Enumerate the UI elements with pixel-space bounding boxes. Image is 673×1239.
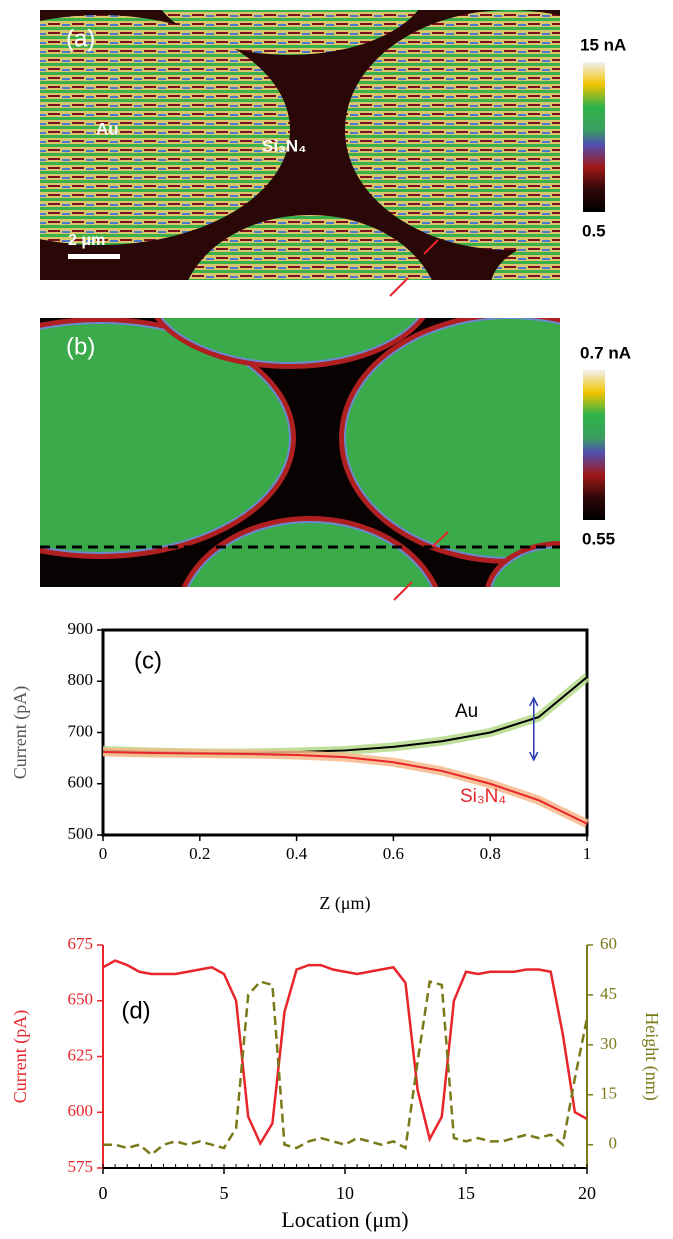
band [103, 752, 587, 824]
plot-frame [103, 630, 587, 835]
y-tick-label: 500 [68, 824, 94, 843]
series-line [103, 677, 587, 753]
y-tick-label: 600 [68, 773, 94, 792]
y2-tick-label: 15 [600, 1084, 617, 1103]
y2-tick-label: 45 [600, 984, 617, 1003]
x-axis-label: Location (μm) [281, 1207, 408, 1232]
pad [180, 522, 440, 722]
x-tick-label: 1 [583, 844, 592, 863]
colorbar-min: 0.55 [582, 529, 615, 548]
x-tick-label: 0 [99, 1183, 108, 1203]
colorbar-max: 0.7 nA [580, 343, 631, 362]
panel-label: (b) [66, 333, 95, 360]
band [103, 677, 587, 753]
y-tick-label: 900 [68, 619, 94, 638]
colorbar [583, 370, 605, 520]
x-tick-label: 20 [578, 1183, 596, 1203]
y-tick-label: 575 [68, 1157, 94, 1176]
x-tick-label: 0.2 [189, 844, 210, 863]
y-tick-label: 600 [68, 1101, 94, 1120]
y-tick-label: 800 [68, 670, 94, 689]
x-tick-label: 0.6 [383, 844, 404, 863]
series-label: Au [455, 701, 478, 722]
colorbar-max: 15 nA [580, 35, 626, 54]
page: {"chart_data": [ {"type": "image", "pane… [0, 0, 673, 1239]
arrow [390, 278, 408, 296]
x-axis-label: Z (μm) [319, 893, 370, 914]
x-tick-label: 15 [457, 1183, 475, 1203]
y2-tick-label: 30 [600, 1034, 617, 1053]
colorbar-min: 0.5 [582, 221, 606, 240]
panel-label: (a) [66, 25, 95, 52]
series-line [103, 982, 587, 1155]
image-map [0, 207, 673, 728]
y-tick-label: 700 [68, 721, 94, 740]
x-tick-label: 0 [99, 844, 108, 863]
scale-bar-label: 2 μm [68, 232, 105, 249]
region-label: Si₃N₄ [262, 136, 306, 155]
y-tick-label: 650 [68, 990, 94, 1009]
series-line [103, 961, 587, 1144]
series-label: Si₃N₄ [460, 786, 506, 807]
y-tick-label: 625 [68, 1045, 94, 1064]
x-tick-label: 0.4 [286, 844, 308, 863]
figure: 15 nA 0.5 (a) Au Si₃N₄ 2 μm 0.7 nA 0.55 (b) 0 0.2 0… [0, 0, 673, 1239]
colorbar [583, 62, 605, 212]
y-axis-label: Height (nm) [641, 1012, 662, 1100]
panel-label: (c) [134, 647, 162, 674]
y-axis-label: Current (pA) [10, 1010, 31, 1103]
pad [490, 547, 630, 647]
x-tick-label: 10 [336, 1183, 354, 1203]
x-tick-label: 0.8 [480, 844, 501, 863]
scale-bar [68, 254, 120, 259]
y-tick-label: 675 [68, 934, 94, 953]
region-label: Au [96, 119, 119, 138]
y2-tick-label: 0 [609, 1134, 618, 1153]
y2-tick-label: 60 [600, 934, 617, 953]
y-axis-label: Current (pA) [10, 686, 31, 779]
x-tick-label: 5 [220, 1183, 229, 1203]
panel-label: (d) [121, 997, 150, 1024]
body: 15 nA 0.5 (a) Au Si₃N₄ 2 μm 0.7 nA 0.55 (b) 0 0.2 0… [0, 0, 673, 1239]
